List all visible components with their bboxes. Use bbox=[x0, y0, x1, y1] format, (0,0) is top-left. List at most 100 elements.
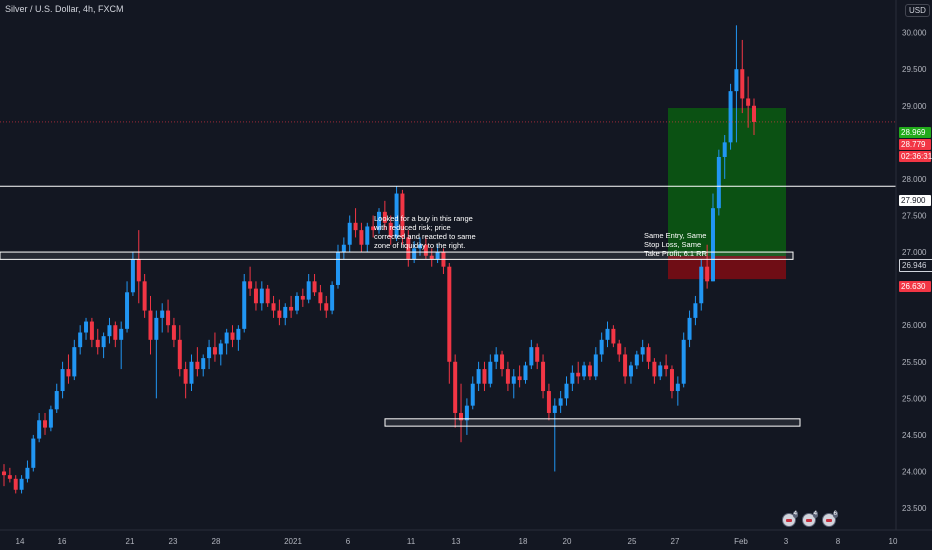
price-axis[interactable]: 30.00029.50029.00028.50028.00027.50027.0… bbox=[902, 29, 927, 513]
candle-body bbox=[710, 208, 715, 282]
time-tick-label: 28 bbox=[212, 537, 221, 546]
economic-event-icon[interactable]: 4 bbox=[782, 511, 798, 527]
stop-loss-zone[interactable] bbox=[668, 256, 786, 280]
candle-body bbox=[505, 369, 510, 384]
time-tick-label: 27 bbox=[671, 537, 680, 546]
time-tick-label: 21 bbox=[126, 537, 135, 546]
economic-event-icon[interactable]: 6 bbox=[822, 511, 838, 527]
candle-body bbox=[611, 328, 616, 344]
candles-layer bbox=[2, 25, 756, 494]
candle-body bbox=[7, 475, 12, 479]
candle-body bbox=[324, 303, 329, 311]
candle-body bbox=[189, 361, 194, 384]
candle-body bbox=[183, 369, 188, 384]
candle-body bbox=[599, 339, 604, 355]
candle-body bbox=[418, 244, 423, 249]
take-profit-zone[interactable] bbox=[668, 108, 786, 257]
last-price-tag: 28.779 bbox=[899, 139, 931, 150]
candle-body bbox=[476, 369, 481, 384]
candle-body bbox=[335, 252, 340, 285]
overlay-layer bbox=[0, 121, 896, 427]
candle-body bbox=[259, 288, 264, 304]
price-tick-label: 28.000 bbox=[902, 175, 927, 184]
price-tick-label: 29.000 bbox=[902, 102, 927, 111]
candle-body bbox=[529, 347, 534, 366]
annotation-buy-range[interactable]: Looked for a buy in this range with redu… bbox=[374, 214, 476, 250]
candle-body bbox=[523, 365, 528, 381]
liquidity-zone-box[interactable] bbox=[0, 251, 794, 260]
candle-body bbox=[89, 321, 94, 340]
candle-body bbox=[558, 398, 563, 406]
candle-body bbox=[72, 347, 77, 377]
event-count-badge: 6 bbox=[832, 511, 838, 518]
candle-body bbox=[593, 354, 598, 377]
candle-body bbox=[494, 354, 499, 362]
candle-body bbox=[423, 244, 428, 256]
candle-body bbox=[84, 321, 89, 333]
time-axis[interactable]: 14 16 21 23 28 2021 6 11 13 18 20 25 27 Feb 3 8 10 bbox=[16, 537, 898, 546]
candle-body bbox=[658, 365, 663, 377]
time-tick-label: 11 bbox=[407, 537, 416, 546]
candle-body bbox=[142, 281, 147, 311]
candle-body bbox=[289, 306, 294, 311]
currency-badge[interactable]: USD bbox=[905, 4, 930, 17]
candle-body bbox=[171, 325, 176, 340]
candle-body bbox=[617, 343, 622, 355]
candle-body bbox=[541, 361, 546, 392]
candle-body bbox=[546, 391, 551, 413]
annotation-risk-reward[interactable]: Same Entry, Same Stop Loss, Same Take Pr… bbox=[644, 231, 707, 258]
time-tick-label: 2021 bbox=[284, 537, 302, 546]
candle-body bbox=[43, 420, 48, 428]
candle-body bbox=[377, 211, 381, 231]
time-tick-label: 16 bbox=[58, 537, 67, 546]
candle-body bbox=[195, 361, 200, 370]
candle-body bbox=[406, 237, 411, 260]
price-tick-label: 25.500 bbox=[902, 358, 927, 367]
candle-body bbox=[166, 310, 171, 326]
candle-body bbox=[13, 478, 18, 490]
candle-body bbox=[552, 405, 557, 413]
candle-body bbox=[728, 91, 733, 143]
candle-body bbox=[587, 365, 592, 377]
price-tick-label: 25.000 bbox=[902, 394, 927, 403]
candle-body bbox=[371, 226, 376, 231]
candle-body bbox=[31, 438, 36, 468]
economic-event-icon[interactable]: 4 bbox=[802, 511, 818, 527]
take-profit-price-tag: 28.969 bbox=[899, 127, 931, 138]
symbol-title[interactable]: Silver / U.S. Dollar, 4h, FXCM bbox=[5, 4, 124, 14]
candle-body bbox=[160, 310, 165, 318]
candle-body bbox=[570, 372, 575, 384]
price-tick-label: 27.000 bbox=[902, 248, 927, 257]
candle-body bbox=[236, 328, 241, 340]
candle-body bbox=[125, 292, 130, 329]
candle-body bbox=[177, 339, 182, 370]
candle-body bbox=[746, 98, 751, 106]
candle-body bbox=[652, 361, 657, 377]
candle-body bbox=[488, 361, 493, 384]
candle-body bbox=[60, 369, 65, 392]
candle-body bbox=[353, 222, 358, 231]
candle-body bbox=[330, 284, 335, 311]
candle-body bbox=[752, 105, 756, 122]
time-tick-label: 3 bbox=[784, 537, 789, 546]
candle-body bbox=[669, 369, 674, 392]
time-tick-label: 13 bbox=[452, 537, 461, 546]
candle-body bbox=[283, 306, 288, 318]
candle-body bbox=[294, 295, 299, 311]
candle-body bbox=[535, 347, 540, 362]
candle-body bbox=[382, 211, 387, 223]
candle-body bbox=[705, 266, 710, 282]
liquidity-zone-box[interactable] bbox=[384, 418, 801, 427]
candle-body bbox=[699, 266, 704, 304]
candle-body bbox=[464, 405, 469, 421]
candle-body bbox=[48, 409, 53, 428]
candle-body bbox=[628, 365, 633, 377]
candle-body bbox=[312, 281, 317, 293]
price-tick-label: 26.000 bbox=[902, 321, 927, 330]
time-tick-label: 14 bbox=[16, 537, 25, 546]
candle-body bbox=[576, 372, 581, 377]
candle-body bbox=[148, 310, 153, 340]
price-tick-label: 23.500 bbox=[902, 504, 927, 513]
candle-body bbox=[500, 354, 505, 370]
